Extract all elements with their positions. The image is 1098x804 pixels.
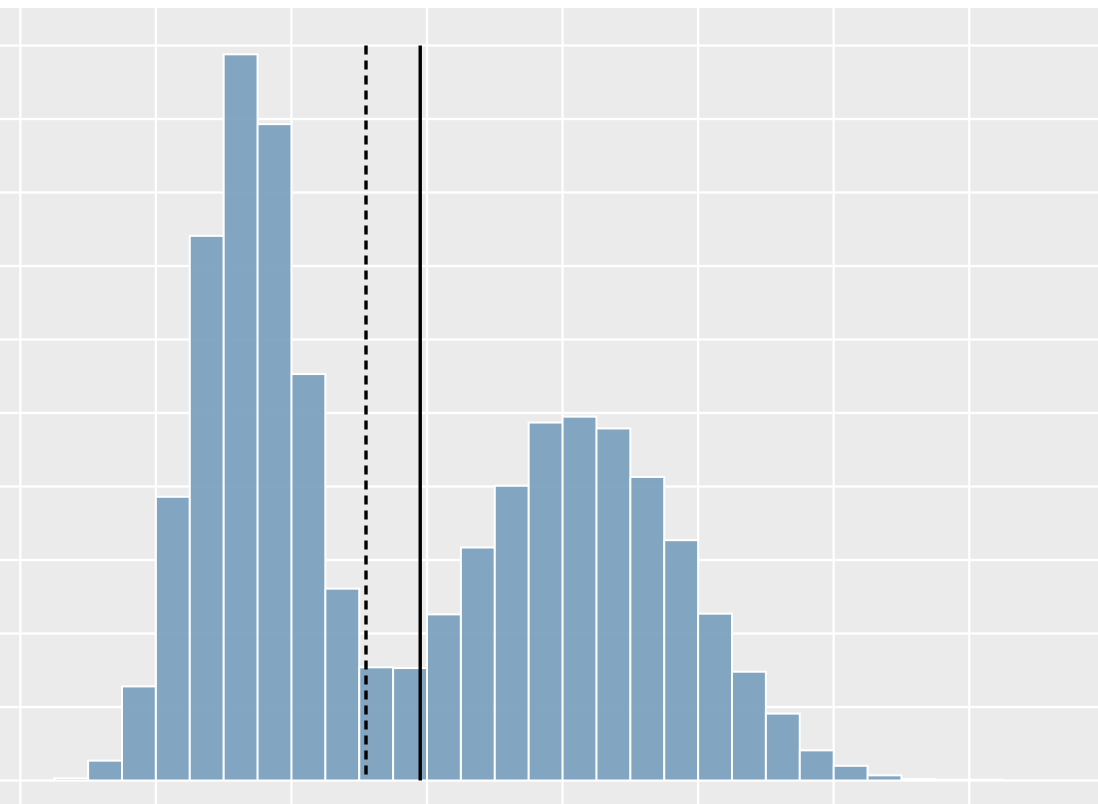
histogram-bar — [188, 234, 225, 782]
histogram-bar — [493, 484, 530, 782]
histogram-bar — [663, 539, 700, 782]
histogram-bar — [934, 778, 971, 782]
histogram-bars — [53, 53, 1005, 782]
histogram-bar — [866, 774, 903, 782]
histogram-bar — [832, 764, 869, 782]
histogram-bar — [290, 373, 327, 782]
histogram-bar — [595, 427, 632, 782]
histogram-bar — [798, 749, 835, 782]
histogram-bar — [900, 778, 937, 782]
histogram-bar — [256, 123, 293, 782]
histogram-bar — [561, 415, 598, 782]
histogram-bar — [87, 759, 124, 782]
histogram-bar — [968, 778, 1005, 782]
histogram-bar — [426, 613, 462, 782]
histogram-bar — [527, 421, 564, 782]
reference-lines — [364, 45, 422, 781]
histogram-bar — [629, 475, 666, 782]
histogram-bar — [222, 53, 259, 782]
histogram-bar — [764, 712, 801, 782]
histogram-bar — [731, 670, 767, 782]
histogram-bar — [121, 685, 157, 782]
histogram-bar — [459, 546, 496, 782]
histogram-bar — [53, 777, 90, 782]
histogram-bar — [697, 612, 733, 782]
histogram-bar — [154, 495, 191, 782]
histogram-bar — [324, 587, 361, 782]
